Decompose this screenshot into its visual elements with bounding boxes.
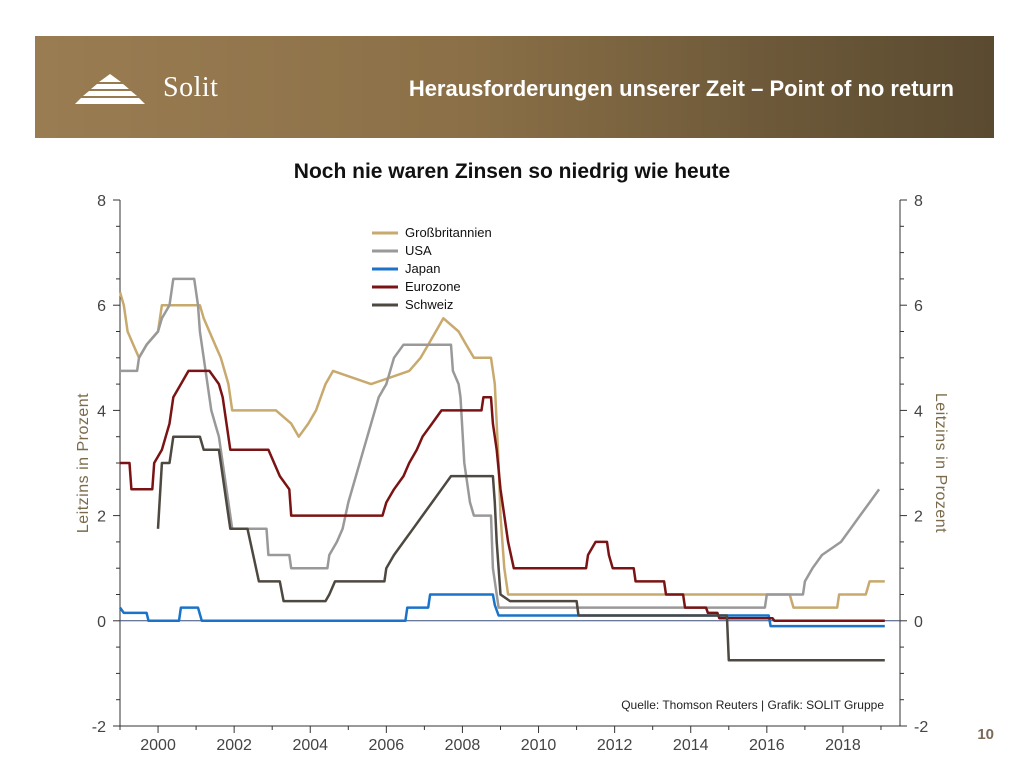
solit-logo-icon <box>75 74 145 104</box>
x-tick-label: 2016 <box>749 737 785 754</box>
y-tick-label-left: 0 <box>97 614 106 631</box>
x-tick-label: 2004 <box>292 737 328 754</box>
x-tick-label: 2002 <box>216 737 252 754</box>
y-axis-label-left: Leitzins in Prozent <box>75 393 92 533</box>
x-tick-label: 2012 <box>597 737 633 754</box>
chart-source: Quelle: Thomson Reuters | Grafik: SOLIT … <box>621 698 884 712</box>
x-tick-label: 2014 <box>673 737 709 754</box>
legend-label-grossbritannien: Großbritannien <box>405 225 492 240</box>
y-tick-label-right: 2 <box>914 509 923 526</box>
x-tick-label: 2010 <box>521 737 557 754</box>
page-number: 10 <box>977 726 994 743</box>
y-axis-label-right: Leitzins in Prozent <box>932 393 949 533</box>
page-title: Herausforderungen unserer Zeit – Point o… <box>408 76 954 101</box>
legend-label-usa: USA <box>405 243 432 258</box>
y-tick-label-left: 8 <box>97 193 106 210</box>
series-line-usa <box>120 277 881 609</box>
x-tick-label: 2000 <box>140 737 176 754</box>
header-banner: Solit Herausforderungen unserer Zeit – P… <box>35 36 994 138</box>
y-tick-label-left: -2 <box>92 719 106 736</box>
logo-text: Solit <box>163 72 219 103</box>
legend-label-schweiz: Schweiz <box>405 297 453 312</box>
x-tick-label: 2018 <box>825 737 861 754</box>
y-tick-label-right: 0 <box>914 614 923 631</box>
y-tick-label-right: 6 <box>914 298 923 315</box>
y-tick-label-left: 2 <box>97 509 106 526</box>
y-tick-label-right: -2 <box>914 719 928 736</box>
y-tick-label-right: 8 <box>914 193 923 210</box>
x-tick-label: 2008 <box>445 737 481 754</box>
legend-label-eurozone: Eurozone <box>405 279 461 294</box>
chart-title: Noch nie waren Zinsen so niedrig wie heu… <box>293 160 731 183</box>
y-tick-label-left: 4 <box>97 403 106 420</box>
series-line-grossbritannien <box>118 291 885 609</box>
legend-label-japan: Japan <box>405 261 440 276</box>
x-tick-label: 2006 <box>369 737 405 754</box>
series-line-schweiz <box>156 435 885 662</box>
series-line-japan <box>118 593 885 628</box>
y-tick-label-right: 4 <box>914 403 923 420</box>
series-line-eurozone <box>120 369 885 623</box>
y-tick-label-left: 6 <box>97 298 106 315</box>
